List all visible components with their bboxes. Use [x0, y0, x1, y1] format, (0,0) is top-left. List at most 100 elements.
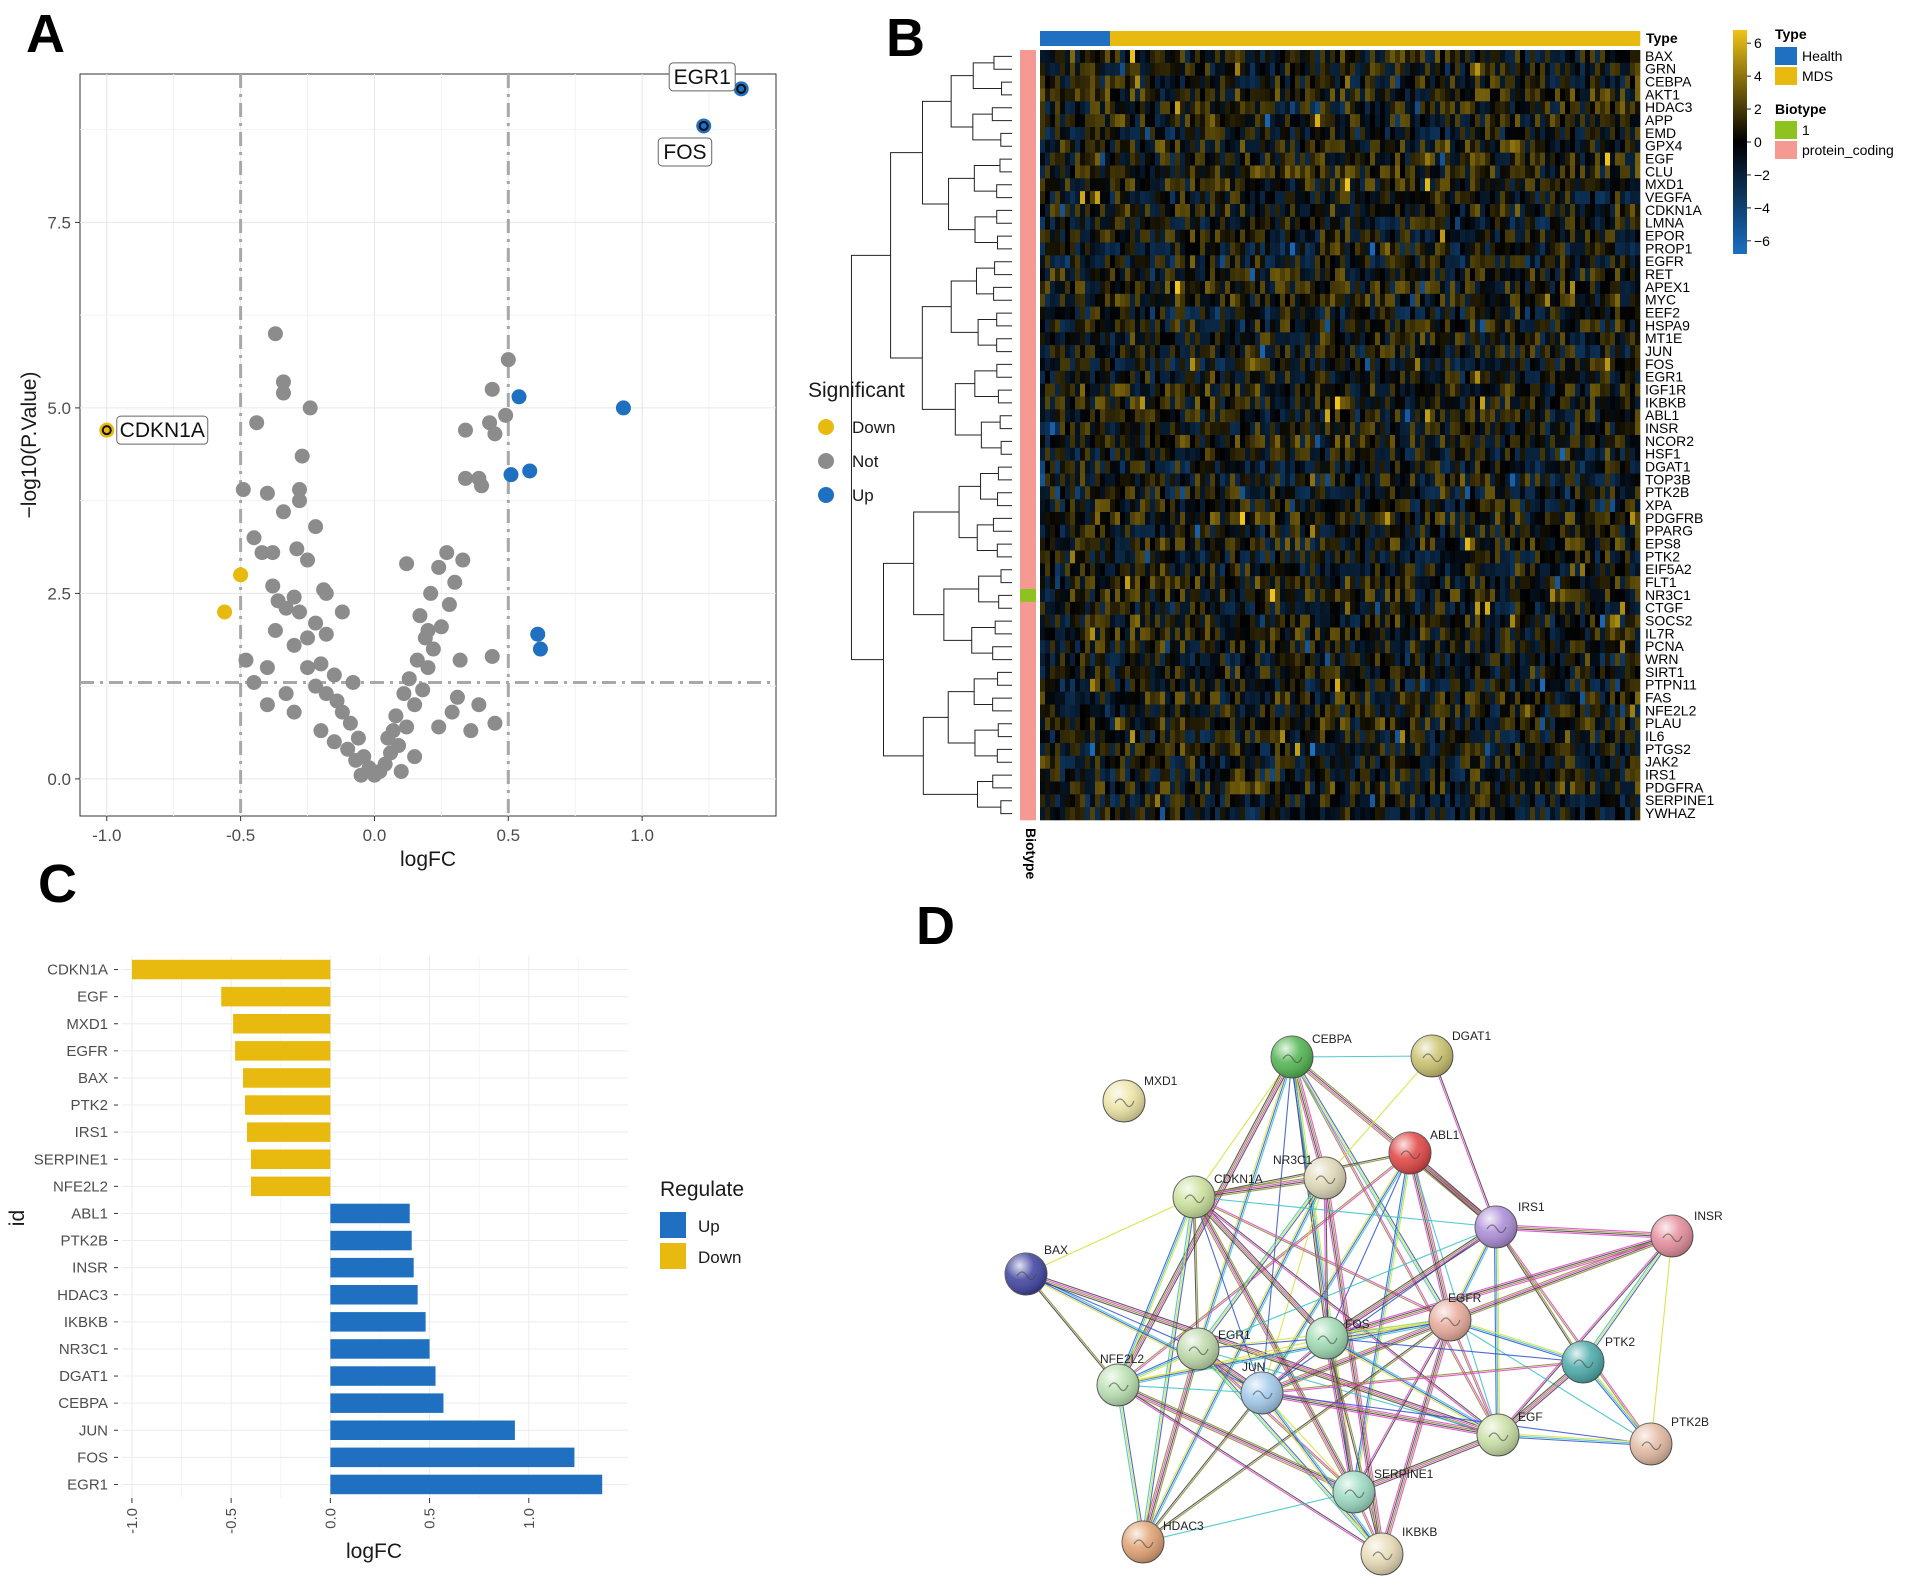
- heatmap-cell: [1605, 422, 1611, 436]
- heatmap-cell: [1470, 473, 1476, 487]
- heatmap-cell: [1140, 62, 1146, 76]
- heatmap-cell: [1385, 178, 1391, 192]
- heatmap-cell: [1090, 537, 1096, 551]
- heatmap-cell: [1290, 319, 1296, 333]
- heatmap-cell: [1625, 62, 1631, 76]
- heatmap-cell: [1225, 409, 1231, 423]
- heatmap-cell: [1465, 396, 1471, 410]
- heatmap-cell: [1135, 512, 1141, 526]
- heatmap-cell: [1455, 499, 1461, 513]
- heatmap-cell: [1130, 319, 1136, 333]
- volcano-point-not: [318, 626, 334, 642]
- heatmap-cell: [1040, 127, 1046, 141]
- heatmap-cell: [1210, 396, 1216, 410]
- heatmap-cell: [1135, 422, 1141, 436]
- heatmap-cell: [1290, 306, 1296, 320]
- heatmap-cell: [1550, 358, 1556, 372]
- heatmap-cell: [1130, 293, 1136, 307]
- heatmap-cell: [1080, 473, 1086, 487]
- heatmap-cell: [1190, 306, 1196, 320]
- heatmap-cell: [1560, 152, 1566, 166]
- heatmap-cell: [1105, 486, 1111, 500]
- heatmap-cell: [1405, 50, 1411, 64]
- heatmap-cell: [1145, 422, 1151, 436]
- heatmap-cell: [1540, 486, 1546, 500]
- heatmap-cell: [1235, 319, 1241, 333]
- heatmap-cell: [1245, 281, 1251, 295]
- heatmap-cell: [1350, 499, 1356, 513]
- heatmap-cell: [1150, 293, 1156, 307]
- heatmap-cell: [1400, 242, 1406, 256]
- heatmap-cell: [1110, 152, 1116, 166]
- heatmap-cell: [1200, 319, 1206, 333]
- heatmap-cell: [1395, 460, 1401, 474]
- heatmap-cell: [1500, 524, 1506, 538]
- heatmap-cell: [1565, 524, 1571, 538]
- heatmap-cell: [1060, 486, 1066, 500]
- dendrogram-branch: [958, 485, 981, 539]
- heatmap-cell: [1550, 139, 1556, 153]
- heatmap-cell: [1475, 139, 1481, 153]
- biotype-cell: [1020, 229, 1036, 243]
- heatmap-cell: [1500, 460, 1506, 474]
- heatmap-cell: [1190, 268, 1196, 282]
- heatmap-cell: [1425, 499, 1431, 513]
- heatmap-cell: [1490, 75, 1496, 89]
- heatmap-cell: [1500, 88, 1506, 102]
- heatmap-cell: [1310, 319, 1316, 333]
- heatmap-cell: [1325, 229, 1331, 243]
- heatmap-cell: [1205, 178, 1211, 192]
- heatmap-cell: [1205, 88, 1211, 102]
- heatmap-cell: [1510, 396, 1516, 410]
- heatmap-cell: [1400, 409, 1406, 423]
- heatmap-cell: [1165, 293, 1171, 307]
- heatmap-cell: [1325, 255, 1331, 269]
- heatmap-cell: [1445, 229, 1451, 243]
- heatmap-cell: [1215, 204, 1221, 218]
- heatmap-cell: [1185, 88, 1191, 102]
- heatmap-cell: [1270, 370, 1276, 384]
- heatmap-cell: [1270, 178, 1276, 192]
- heatmap-cell: [1560, 486, 1566, 500]
- heatmap-cell: [1470, 165, 1476, 179]
- heatmap-cell: [1080, 332, 1086, 346]
- heatmap-cell: [1265, 383, 1271, 397]
- heatmap-cell: [1580, 242, 1586, 256]
- heatmap-cell: [1085, 537, 1091, 551]
- heatmap-cell: [1530, 358, 1536, 372]
- heatmap-cell: [1565, 332, 1571, 346]
- heatmap-cell: [1415, 114, 1421, 128]
- heatmap-cell: [1120, 204, 1126, 218]
- heatmap-cell: [1150, 447, 1156, 461]
- heatmap-cell: [1205, 152, 1211, 166]
- heatmap-cell: [1100, 486, 1106, 500]
- heatmap-cell: [1595, 345, 1601, 359]
- heatmap-cell: [1530, 473, 1536, 487]
- heatmap-cell: [1270, 358, 1276, 372]
- heatmap-cell: [1520, 306, 1526, 320]
- heatmap-cell: [1400, 486, 1406, 500]
- heatmap-cell: [1505, 370, 1511, 384]
- heatmap-cell: [1485, 281, 1491, 295]
- heatmap-cell: [1355, 50, 1361, 64]
- heatmap-cell: [1485, 435, 1491, 449]
- heatmap-cell: [1425, 332, 1431, 346]
- heatmap-cell: [1375, 75, 1381, 89]
- heatmap-cell: [1515, 358, 1521, 372]
- heatmap-cell: [1565, 75, 1571, 89]
- heatmap-cell: [1120, 62, 1126, 76]
- heatmap-cell: [1100, 473, 1106, 487]
- heatmap-cell: [1350, 345, 1356, 359]
- heatmap-cell: [1040, 383, 1046, 397]
- heatmap-cell: [1065, 204, 1071, 218]
- heatmap-cell: [1565, 358, 1571, 372]
- heatmap-cell: [1470, 152, 1476, 166]
- heatmap-cell: [1225, 139, 1231, 153]
- heatmap-cell: [1610, 242, 1616, 256]
- heatmap-cell: [1060, 306, 1066, 320]
- heatmap-cell: [1170, 281, 1176, 295]
- heatmap-cell: [1450, 101, 1456, 115]
- heatmap-cell: [1245, 114, 1251, 128]
- heatmap-cell: [1070, 268, 1076, 282]
- heatmap-cell: [1555, 178, 1561, 192]
